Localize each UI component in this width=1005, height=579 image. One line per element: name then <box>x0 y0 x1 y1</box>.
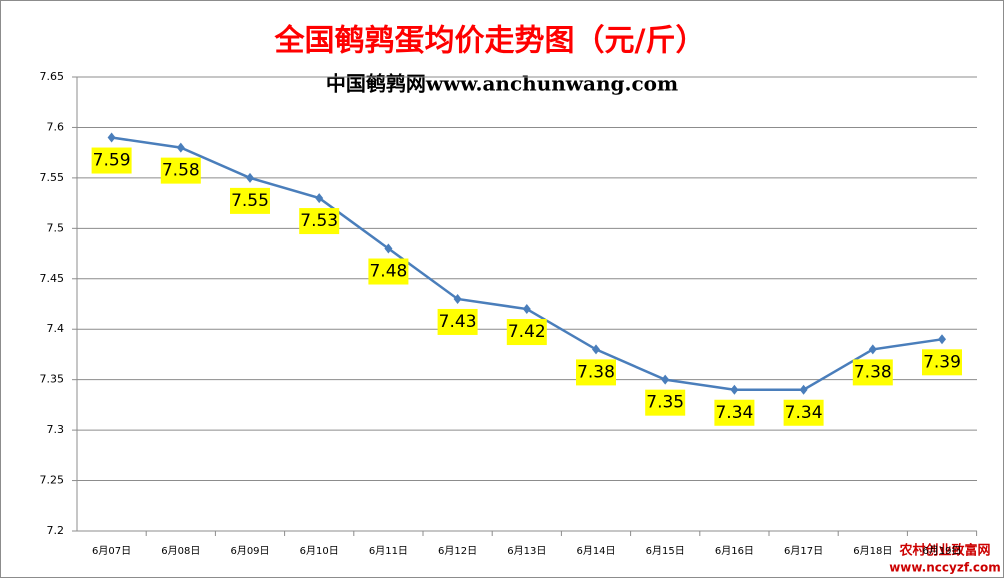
y-tick-label: 7.2 <box>47 524 65 537</box>
data-label: 7.42 <box>508 322 546 342</box>
point <box>730 384 739 395</box>
watermark: 农村创业致富网 <box>898 543 990 559</box>
data-label-bg <box>91 147 132 174</box>
y-tick-label: 7.45 <box>40 272 65 285</box>
data-label: 7.59 <box>93 151 131 171</box>
data-label-bg <box>852 359 893 386</box>
y-tick-label: 7.4 <box>47 322 65 335</box>
x-tick-label: 6月16日 <box>715 545 754 557</box>
data-label-bg <box>437 308 478 335</box>
x-tick-label: 6月15日 <box>646 545 685 557</box>
point <box>315 193 324 204</box>
point <box>453 293 462 304</box>
data-label-bg <box>368 258 409 285</box>
data-label-bg <box>230 187 270 214</box>
x-tick-label: 6月07日 <box>92 545 131 557</box>
data-label: 7.48 <box>369 262 407 282</box>
chart-title: 全国鹌鹑蛋均价走势图（元/斤） <box>274 24 706 59</box>
x-tick-label: 6月18日 <box>853 545 892 557</box>
x-tick-label: 6月11日 <box>369 545 408 557</box>
data-label: 7.53 <box>300 211 338 231</box>
point <box>522 304 531 315</box>
point <box>938 334 946 345</box>
data-label: 7.58 <box>162 161 200 181</box>
data-label-bg <box>922 349 962 376</box>
x-tick-label: 6月09日 <box>230 545 269 557</box>
data-label-bg <box>160 157 201 184</box>
data-label: 7.34 <box>785 403 823 423</box>
point <box>799 384 808 395</box>
data-label: 7.38 <box>854 362 892 382</box>
x-tick-label: 6月10日 <box>300 545 339 557</box>
point <box>176 142 185 153</box>
y-tick-label: 7.6 <box>47 120 65 133</box>
y-tick-label: 7.35 <box>40 373 65 386</box>
data-label: 7.38 <box>577 362 615 382</box>
point <box>592 344 600 355</box>
x-tick-label: 6月08日 <box>161 545 200 557</box>
y-tick-label: 7.5 <box>47 221 65 234</box>
x-tick-label: 6月12日 <box>438 545 477 557</box>
y-tick-label: 7.65 <box>40 70 65 83</box>
point <box>661 374 670 385</box>
watermark: www.nccyzf.com <box>889 561 1001 575</box>
data-label: 7.35 <box>646 393 684 413</box>
data-label-bg <box>576 359 616 386</box>
data-label-bg <box>714 399 755 426</box>
data-label: 7.43 <box>439 312 477 332</box>
data-label-bg <box>783 399 824 426</box>
x-tick-label: 6月17日 <box>784 545 823 557</box>
chart-subtitle: 中国鹌鹑网www.anchunwang.com <box>326 72 678 96</box>
x-tick-label: 6月19日 <box>922 545 961 557</box>
data-label-bg <box>506 319 547 346</box>
point <box>107 132 116 143</box>
data-label: 7.34 <box>715 403 753 423</box>
point <box>246 172 254 183</box>
y-tick-label: 7.25 <box>40 474 65 487</box>
point <box>384 243 393 254</box>
x-tick-label: 6月14日 <box>576 545 615 557</box>
data-label: 7.39 <box>923 352 961 372</box>
data-label-bg <box>299 208 340 235</box>
data-label-bg <box>645 389 686 416</box>
data-label: 7.55 <box>231 191 269 211</box>
y-tick-label: 7.3 <box>47 423 65 436</box>
y-tick-label: 7.55 <box>40 171 65 184</box>
point <box>868 344 877 355</box>
x-tick-label: 6月13日 <box>507 545 546 557</box>
